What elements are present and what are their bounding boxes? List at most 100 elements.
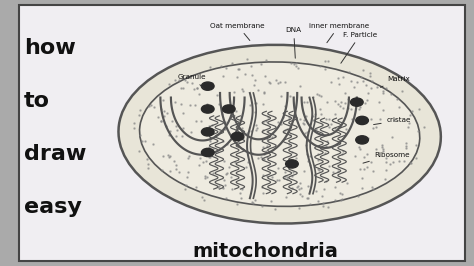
Point (235, 67, 243, 71)
Point (200, 198, 207, 202)
Point (253, 126, 261, 130)
Point (199, 159, 207, 164)
Point (260, 91, 268, 95)
Point (323, 100, 330, 104)
Point (282, 173, 289, 178)
Point (314, 167, 321, 172)
Point (271, 207, 279, 211)
Point (301, 118, 308, 122)
Point (280, 130, 287, 134)
Point (192, 185, 200, 189)
Point (155, 115, 162, 119)
Circle shape (350, 98, 363, 106)
Point (347, 79, 355, 83)
Point (318, 194, 325, 198)
Point (319, 203, 327, 208)
Point (300, 122, 308, 126)
Point (292, 156, 300, 160)
Point (379, 91, 386, 95)
Point (223, 142, 231, 146)
Point (373, 85, 380, 89)
Point (164, 153, 172, 157)
Point (259, 120, 266, 124)
Point (303, 130, 311, 134)
Point (344, 97, 352, 102)
Text: draw: draw (24, 144, 86, 164)
Point (246, 102, 254, 107)
Point (215, 102, 223, 107)
Point (305, 184, 312, 189)
Point (228, 61, 236, 65)
Point (295, 206, 303, 210)
Point (324, 59, 332, 64)
Point (223, 171, 230, 175)
Point (301, 99, 308, 104)
Point (220, 178, 228, 182)
Point (266, 81, 273, 85)
Point (264, 155, 271, 159)
Point (268, 135, 275, 139)
Point (250, 83, 257, 87)
Point (367, 160, 375, 164)
Point (325, 125, 333, 129)
Point (347, 107, 355, 111)
Point (382, 86, 390, 90)
Point (147, 103, 155, 107)
Point (203, 102, 211, 106)
Point (301, 168, 308, 173)
Point (262, 149, 269, 153)
Point (171, 100, 179, 105)
Point (280, 176, 288, 180)
Point (206, 145, 213, 149)
Point (331, 99, 339, 103)
Text: how: how (24, 38, 75, 58)
Point (313, 127, 320, 131)
Point (321, 66, 328, 71)
Point (339, 75, 346, 80)
Point (177, 86, 185, 90)
Point (337, 191, 344, 195)
Point (360, 68, 367, 72)
Point (258, 203, 266, 208)
Point (380, 89, 387, 93)
Point (172, 134, 180, 138)
Circle shape (222, 105, 235, 113)
Point (398, 89, 406, 93)
Point (360, 155, 368, 159)
Point (178, 134, 186, 138)
Point (286, 115, 293, 119)
Point (337, 100, 345, 104)
Point (288, 165, 296, 169)
Point (352, 154, 359, 158)
Circle shape (356, 136, 368, 144)
Point (338, 197, 346, 202)
Text: cristae: cristae (374, 118, 411, 124)
Point (191, 86, 198, 91)
Point (406, 161, 413, 165)
Point (318, 111, 325, 116)
Point (208, 123, 216, 127)
Point (383, 156, 390, 160)
Point (239, 89, 247, 93)
Circle shape (201, 105, 214, 113)
Text: to: to (24, 91, 50, 111)
Point (376, 117, 384, 121)
Point (325, 164, 332, 169)
Point (135, 113, 143, 117)
Point (264, 115, 272, 119)
Point (324, 139, 331, 143)
Point (206, 155, 213, 159)
Point (331, 112, 339, 117)
Point (263, 119, 270, 123)
Point (288, 186, 296, 190)
Point (366, 71, 374, 75)
Point (317, 147, 325, 152)
Point (358, 176, 366, 180)
Point (407, 113, 414, 117)
Point (160, 153, 167, 158)
Point (183, 80, 191, 85)
Point (317, 94, 325, 98)
Point (164, 111, 171, 115)
Point (287, 133, 294, 137)
Point (173, 124, 180, 128)
